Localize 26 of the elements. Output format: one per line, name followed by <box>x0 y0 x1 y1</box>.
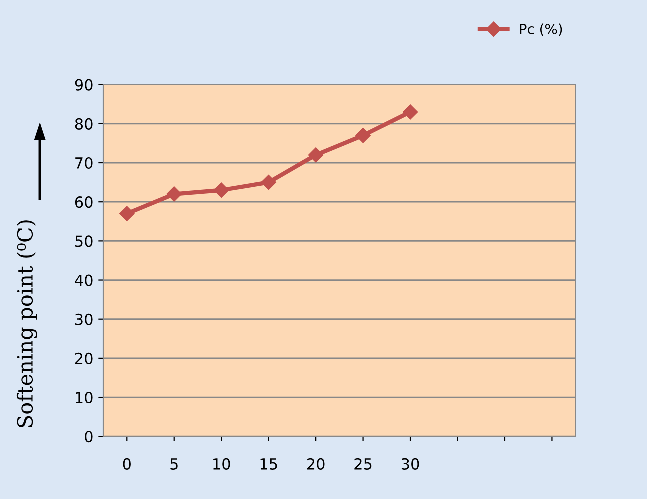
x-tick-label: 25 <box>354 458 372 470</box>
x-tick-label: 15 <box>260 458 278 470</box>
point <box>120 206 135 222</box>
point <box>166 186 182 202</box>
legend-label: Pc (%) <box>520 24 562 36</box>
point <box>261 174 276 190</box>
y-tick-label: 20 <box>75 352 93 364</box>
point <box>308 148 324 163</box>
y-tick-label: 70 <box>76 157 93 170</box>
y-tick-label: 90 <box>75 79 93 91</box>
x-tick-label: 20 <box>307 458 325 470</box>
point <box>356 128 371 144</box>
point <box>402 104 418 120</box>
point <box>214 182 230 198</box>
x-tick-label: 0 <box>123 458 131 470</box>
y-tick-label: 30 <box>76 314 93 326</box>
y-tick-label: 10 <box>76 392 93 404</box>
x-tick-label: 5 <box>170 458 178 470</box>
y-tick-label: 50 <box>76 236 93 248</box>
x-tick-label: 30 <box>402 458 420 470</box>
y-tick-label: 80 <box>75 118 93 130</box>
y-tick-label: 60 <box>75 196 93 208</box>
y-tick-label: 0 <box>85 431 93 443</box>
x-tick-label: 10 <box>214 458 230 470</box>
y-tick-label: 40 <box>75 274 93 286</box>
y-axis-title: Softening point (⁰C) <box>16 220 38 428</box>
